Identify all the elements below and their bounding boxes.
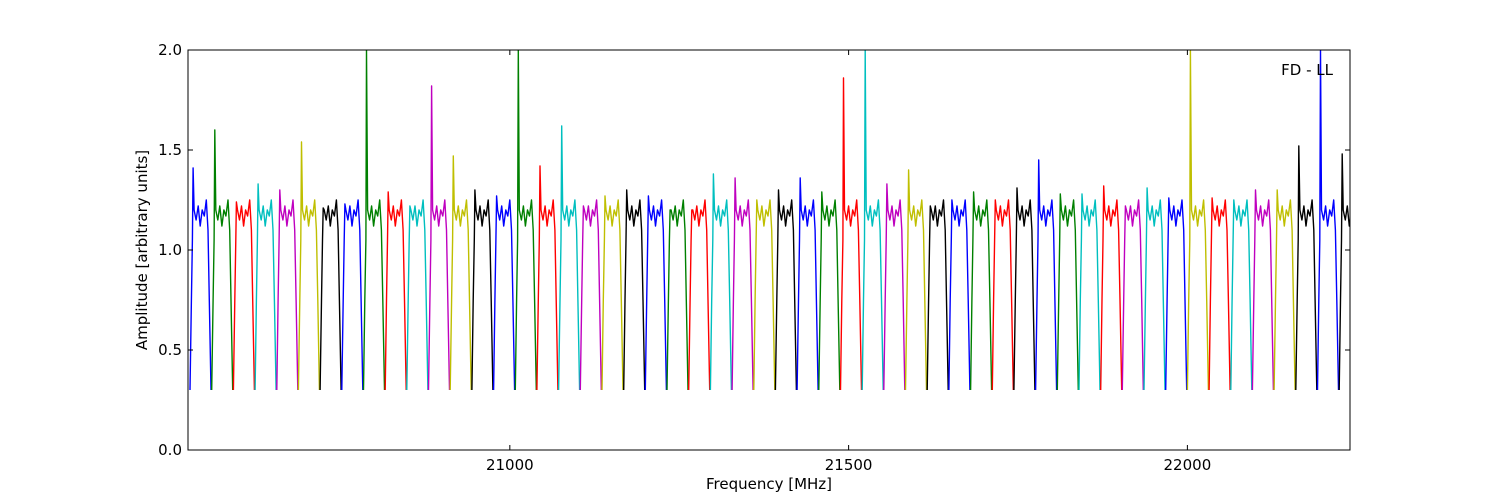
series-line-35 — [926, 199, 949, 391]
series-line-48 — [1208, 197, 1231, 391]
series-line-1 — [189, 167, 212, 391]
series-line-52 — [1295, 145, 1318, 391]
series-line-49 — [1230, 199, 1253, 391]
y-tick-label: 1.5 — [158, 141, 182, 159]
series-line-14 — [471, 189, 494, 391]
y-tick-label: 0.0 — [158, 441, 182, 459]
series-line-29 — [796, 177, 819, 391]
series-line-41 — [1056, 193, 1079, 391]
series-line-11 — [406, 199, 429, 391]
series-line-6 — [297, 141, 321, 391]
y-tick-label: 2.0 — [158, 41, 182, 59]
series-line-28 — [774, 189, 798, 391]
series-line-21 — [623, 189, 646, 391]
series-line-16 — [514, 50, 537, 391]
series-line-24 — [688, 199, 711, 391]
series-line-23 — [666, 199, 689, 391]
series-line-22 — [644, 195, 668, 391]
y-tick-label: 0.5 — [158, 341, 182, 359]
series-line-25 — [709, 173, 733, 391]
series-line-15 — [492, 195, 516, 391]
series-line-40 — [1034, 159, 1058, 391]
series-line-50 — [1251, 189, 1275, 391]
y-axis-label: Amplitude [arbitrary units] — [133, 150, 151, 350]
series-line-39 — [1013, 187, 1036, 391]
series-line-54 — [1338, 153, 1350, 391]
series-line-3 — [232, 199, 256, 391]
series-line-19 — [579, 199, 602, 391]
series-line-37 — [969, 191, 993, 391]
x-tick-label: 22000 — [1164, 456, 1212, 474]
series-line-32 — [861, 50, 884, 391]
series-line-34 — [904, 169, 928, 391]
series-layer — [189, 50, 1350, 391]
series-line-12 — [427, 85, 451, 391]
series-line-8 — [341, 199, 364, 391]
chart-annotation: FD - LL — [1281, 61, 1333, 79]
series-line-45 — [1143, 187, 1166, 391]
x-axis-ticks: 21000 21500 22000 — [486, 50, 1211, 474]
series-line-9 — [362, 50, 386, 391]
series-line-18 — [557, 125, 581, 391]
series-line-17 — [536, 165, 559, 391]
series-line-44 — [1121, 199, 1144, 391]
series-line-30 — [818, 191, 841, 391]
series-line-26 — [731, 177, 754, 391]
series-line-38 — [991, 199, 1014, 391]
series-line-43 — [1100, 185, 1123, 391]
y-axis-ticks: 0.0 0.5 1.0 1.5 2.0 — [158, 41, 1350, 459]
series-line-10 — [384, 191, 407, 391]
series-line-47 — [1186, 50, 1210, 391]
series-line-42 — [1078, 193, 1101, 391]
series-line-27 — [753, 199, 776, 391]
series-line-46 — [1165, 197, 1188, 391]
x-tick-label: 21500 — [825, 456, 873, 474]
series-line-2 — [211, 129, 234, 391]
series-line-13 — [449, 155, 472, 391]
series-line-5 — [276, 189, 299, 391]
series-line-51 — [1273, 189, 1296, 391]
series-line-36 — [948, 199, 971, 391]
series-line-4 — [254, 183, 277, 391]
series-line-53 — [1316, 50, 1340, 391]
series-line-20 — [601, 195, 624, 391]
series-line-33 — [883, 183, 906, 391]
x-axis-label: Frequency [MHz] — [706, 475, 832, 493]
x-tick-label: 21000 — [486, 456, 534, 474]
series-line-7 — [319, 199, 342, 391]
y-tick-label: 1.0 — [158, 241, 182, 259]
series-line-31 — [839, 77, 863, 391]
